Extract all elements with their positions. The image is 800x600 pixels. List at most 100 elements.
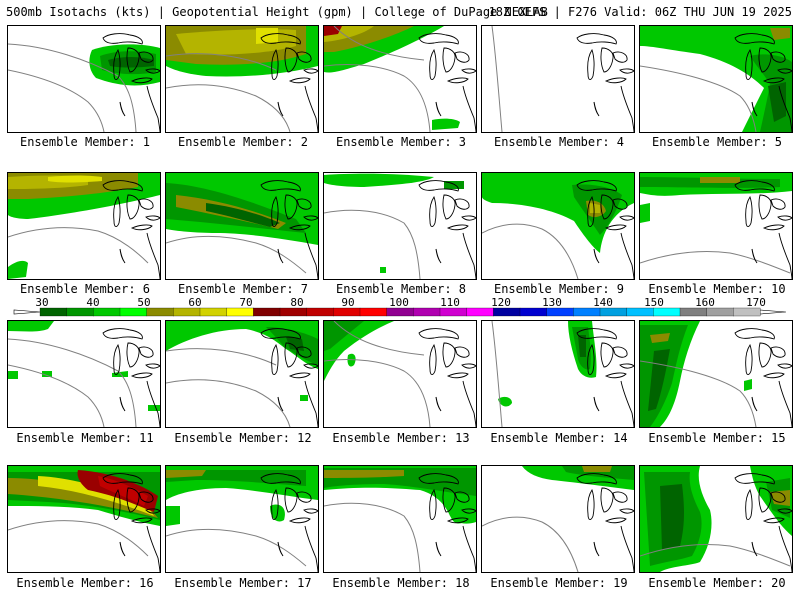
height-contour	[8, 338, 137, 427]
coastline	[778, 525, 792, 572]
great-lakes-outline	[576, 33, 634, 84]
height-contour	[8, 69, 105, 132]
isotach-shading	[8, 260, 28, 279]
height-contour	[333, 321, 425, 356]
height-contour	[324, 359, 431, 427]
isotach-shading	[8, 371, 18, 379]
colorbar-swatch	[333, 307, 361, 317]
ensemble-member-map	[639, 25, 793, 133]
isotach-shading	[206, 203, 280, 227]
isotach-shading	[38, 476, 154, 516]
colorbar-tick-label: 130	[542, 296, 562, 309]
colorbar-tick-label: 40	[86, 296, 99, 309]
isotach-colorbar: 30 40 50 60 70 80 90 100 110 120 130 140 150 160 170	[13, 296, 787, 317]
peninsula-outline	[119, 541, 126, 557]
colorbar-tick-label: 70	[239, 296, 252, 309]
great-lakes-outline	[734, 328, 792, 379]
peninsula-outline	[593, 396, 600, 412]
colorbar-swatch	[93, 307, 121, 317]
ensemble-member-label: Ensemble Member: 12	[174, 431, 312, 445]
height-contour	[324, 209, 421, 279]
great-lakes-outline	[418, 328, 476, 379]
colorbar-swatch	[413, 307, 441, 317]
colorbar-tick-label: 170	[746, 296, 766, 309]
peninsula-outline	[435, 248, 442, 264]
isotach-shading	[112, 371, 128, 377]
coastline	[146, 525, 160, 572]
ensemble-member-label: Ensemble Member: 11	[16, 431, 154, 445]
colorbar-swatch	[146, 307, 174, 317]
coastline	[462, 232, 476, 279]
colorbar-swatch	[386, 307, 414, 317]
coastline	[304, 232, 318, 279]
great-lakes-outline	[734, 473, 792, 524]
peninsula-outline	[119, 396, 126, 412]
colorbar-swatch	[279, 307, 308, 317]
great-lakes-outline	[576, 180, 634, 231]
great-lakes-outline	[418, 180, 476, 231]
ensemble-member-map	[7, 320, 161, 428]
coastline	[462, 525, 476, 572]
ensemble-member-map	[7, 465, 161, 573]
ensemble-member-map	[165, 25, 319, 133]
height-contour	[640, 360, 757, 427]
isotach-shading	[498, 396, 512, 407]
ensemble-member-label: Ensemble Member: 10	[648, 282, 786, 296]
great-lakes-outline	[576, 473, 634, 524]
ensemble-member-map	[323, 465, 477, 573]
isotach-shading	[590, 203, 600, 213]
colorbar-swatch	[199, 307, 228, 317]
coastline	[778, 380, 792, 427]
colorbar-swatch	[653, 307, 681, 317]
isotach-shading	[300, 395, 308, 401]
ensemble-member-label: Ensemble Member: 14	[490, 431, 628, 445]
isotach-shading	[700, 177, 740, 183]
ensemble-member-map	[7, 25, 161, 133]
great-lakes-outline	[102, 33, 160, 84]
height-contour	[166, 348, 277, 366]
isotach-field	[166, 321, 318, 427]
isotach-shading	[42, 371, 52, 377]
isotach-field	[166, 173, 318, 279]
height-contour	[8, 364, 105, 427]
isotach-shading	[744, 379, 752, 391]
peninsula-outline	[593, 101, 600, 117]
great-lakes-outline	[260, 473, 318, 524]
ensemble-member-label: Ensemble Member: 17	[174, 576, 312, 590]
coastline	[462, 380, 476, 427]
peninsula-outline	[119, 248, 126, 264]
isotach-shading	[324, 173, 434, 187]
isotach-shading	[166, 506, 180, 526]
isotach-field	[491, 26, 634, 132]
ensemble-member-label: Ensemble Member: 20	[648, 576, 786, 590]
height-contour	[8, 227, 149, 264]
colorbar-tick-label: 160	[695, 296, 715, 309]
height-contour	[640, 65, 757, 132]
isotach-field	[8, 33, 160, 132]
colorbar-swatch	[573, 307, 601, 317]
colorbar-tick-label: 100	[389, 296, 409, 309]
ensemble-member-label: Ensemble Member: 9	[493, 282, 625, 296]
colorbar-swatch	[519, 307, 548, 317]
isotach-field	[8, 321, 160, 427]
ensemble-member-label: Ensemble Member: 13	[332, 431, 470, 445]
peninsula-outline	[751, 396, 758, 412]
isotach-shading	[432, 118, 460, 130]
colorbar-tick-label: 150	[644, 296, 664, 309]
peninsula-outline	[751, 101, 758, 117]
ensemble-member-map	[323, 172, 477, 280]
coastline	[620, 232, 634, 279]
ensemble-member-label: Ensemble Member: 3	[335, 135, 467, 149]
colorbar-tick-label: 140	[593, 296, 613, 309]
ensemble-member-label: Ensemble Member: 5	[651, 135, 783, 149]
isotach-shading	[562, 466, 634, 480]
peninsula-outline	[277, 541, 284, 557]
coastline	[620, 380, 634, 427]
isotach-field	[640, 466, 792, 572]
isotach-field	[482, 173, 634, 279]
ensemble-member-label: Ensemble Member: 4	[493, 135, 625, 149]
ensemble-member-map	[639, 320, 793, 428]
isotach-field	[8, 173, 160, 279]
height-contour	[482, 516, 579, 572]
coastline	[146, 380, 160, 427]
